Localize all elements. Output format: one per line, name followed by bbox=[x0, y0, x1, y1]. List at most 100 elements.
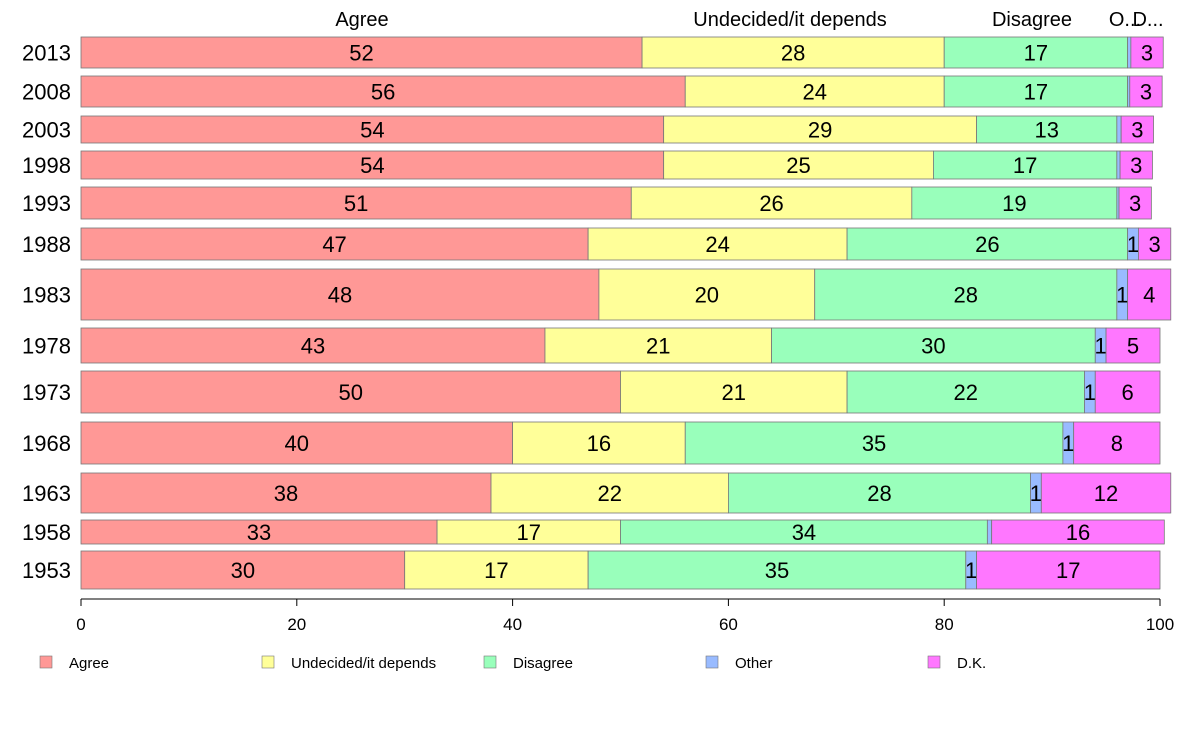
bar-d-k--1958 bbox=[991, 519, 1165, 545]
category-label: 2003 bbox=[22, 118, 71, 143]
legend-label: Disagree bbox=[513, 655, 573, 672]
data-label: 24 bbox=[705, 232, 729, 257]
data-label: 8 bbox=[1111, 431, 1123, 456]
category-label: 2008 bbox=[22, 80, 71, 105]
bar-row-1963: 38 22 28 1 12 bbox=[80, 472, 1172, 514]
bar-row-1988: 47 24 26 1 3 bbox=[80, 227, 1172, 261]
bar-row-2008: 56 24 17 3 bbox=[80, 75, 1163, 108]
bar-disagree-1983 bbox=[814, 268, 1118, 321]
bar-row-2003: 54 29 13 3 bbox=[80, 115, 1154, 144]
bar-disagree-1978 bbox=[771, 327, 1096, 364]
category-label: 1953 bbox=[22, 558, 71, 583]
bar-row-1968: 40 16 35 1 8 bbox=[80, 421, 1161, 465]
bar-disagree-1973 bbox=[846, 370, 1085, 414]
data-label: 22 bbox=[954, 380, 978, 405]
category-label: 2013 bbox=[22, 41, 71, 66]
bar-disagree-1958 bbox=[620, 519, 988, 545]
bar-d-k--1998 bbox=[1119, 150, 1153, 180]
data-label: 26 bbox=[975, 232, 999, 257]
legend-label: D.K. bbox=[957, 655, 986, 672]
x-tick-label: 20 bbox=[287, 615, 306, 634]
data-label: 16 bbox=[587, 431, 611, 456]
data-label: 40 bbox=[285, 431, 309, 456]
data-label: 28 bbox=[781, 41, 805, 66]
bars: 52 28 17 356 24 17 354 29 13 354 25 17 351 26 19 347 24 2… bbox=[80, 36, 1172, 590]
bar-disagree-1988 bbox=[846, 227, 1129, 261]
legend-item: D.K. bbox=[927, 655, 986, 672]
bar-d-k--1993 bbox=[1118, 186, 1152, 220]
data-label: 43 bbox=[301, 334, 325, 359]
bar-undecided-it-depends-2013 bbox=[641, 36, 945, 69]
data-label: 24 bbox=[802, 80, 826, 105]
x-tick-label: 100 bbox=[1146, 615, 1174, 634]
data-label: 17 bbox=[1024, 41, 1048, 66]
bar-agree-1993 bbox=[80, 186, 632, 220]
data-label: 13 bbox=[1034, 118, 1058, 143]
category-label: 1988 bbox=[22, 232, 71, 257]
bar-agree-1973 bbox=[80, 370, 621, 414]
legend-label: Undecided/it depends bbox=[291, 655, 436, 672]
data-label: 17 bbox=[484, 558, 508, 583]
bar-disagree-1963 bbox=[728, 472, 1031, 514]
data-label: 21 bbox=[646, 334, 670, 359]
bar-undecided-it-depends-1993 bbox=[630, 186, 913, 220]
data-label: 54 bbox=[360, 118, 384, 143]
x-tick-label: 80 bbox=[935, 615, 954, 634]
bar-d-k--1953 bbox=[976, 550, 1161, 590]
data-label: 17 bbox=[1056, 558, 1080, 583]
data-label: 1 bbox=[1127, 232, 1139, 257]
legend-item: Agree bbox=[39, 655, 109, 672]
bar-d-k--2008 bbox=[1129, 75, 1163, 108]
bar-d-k--2013 bbox=[1130, 36, 1164, 69]
category-label: 1958 bbox=[22, 520, 71, 545]
bar-row-1973: 50 21 22 1 6 bbox=[80, 370, 1161, 414]
x-tick-label: 40 bbox=[503, 615, 522, 634]
data-label: 4 bbox=[1143, 283, 1155, 308]
legend-item: Undecided/it depends bbox=[261, 655, 436, 672]
data-label: 30 bbox=[231, 558, 255, 583]
column-header: Undecided/it depends bbox=[693, 9, 886, 31]
category-label: 1973 bbox=[22, 380, 71, 405]
data-label: 25 bbox=[786, 153, 810, 178]
data-label: 3 bbox=[1148, 232, 1160, 257]
bar-undecided-it-depends-1983 bbox=[598, 268, 816, 321]
bar-disagree-1953 bbox=[587, 550, 967, 590]
bar-d-k--1963 bbox=[1040, 472, 1172, 514]
data-label: 34 bbox=[792, 520, 816, 545]
bar-disagree-2008 bbox=[943, 75, 1129, 108]
data-label: 17 bbox=[1024, 80, 1048, 105]
bar-d-k--1973 bbox=[1094, 370, 1161, 414]
bar-undecided-it-depends-1998 bbox=[663, 150, 934, 180]
data-label: 54 bbox=[360, 153, 384, 178]
legend-label: Agree bbox=[69, 655, 109, 672]
data-label: 20 bbox=[695, 283, 719, 308]
data-label: 52 bbox=[349, 41, 373, 66]
category-label: 1968 bbox=[22, 431, 71, 456]
legend: Agree Undecided/it depends Disagree Other D.… bbox=[39, 655, 986, 672]
bar-agree-1998 bbox=[80, 150, 665, 180]
data-label: 21 bbox=[722, 380, 746, 405]
data-label: 3 bbox=[1130, 153, 1142, 178]
bar-agree-2008 bbox=[80, 75, 686, 108]
data-label: 19 bbox=[1002, 191, 1026, 216]
bar-disagree-1968 bbox=[684, 421, 1064, 465]
bar-row-1998: 54 25 17 3 bbox=[80, 150, 1153, 180]
data-label: 17 bbox=[1013, 153, 1037, 178]
bar-undecided-it-depends-1978 bbox=[544, 327, 772, 364]
legend-swatch bbox=[39, 655, 53, 669]
data-label: 48 bbox=[328, 283, 352, 308]
data-label: 1 bbox=[965, 558, 977, 583]
column-header: O... bbox=[1109, 9, 1141, 31]
data-label: 22 bbox=[597, 481, 621, 506]
data-label: 1 bbox=[1095, 334, 1107, 359]
column-header: Agree bbox=[335, 9, 388, 31]
legend-swatch bbox=[483, 655, 497, 669]
column-header: D... bbox=[1132, 9, 1163, 31]
legend-label: Other bbox=[735, 655, 773, 672]
bar-disagree-2003 bbox=[976, 115, 1118, 144]
column-headers: Agree Undecided/it depends Disagree O...D..… bbox=[335, 9, 1163, 31]
data-label: 28 bbox=[867, 481, 891, 506]
data-label: 6 bbox=[1122, 380, 1134, 405]
bar-row-1953: 30 17 35 1 17 bbox=[80, 550, 1161, 590]
